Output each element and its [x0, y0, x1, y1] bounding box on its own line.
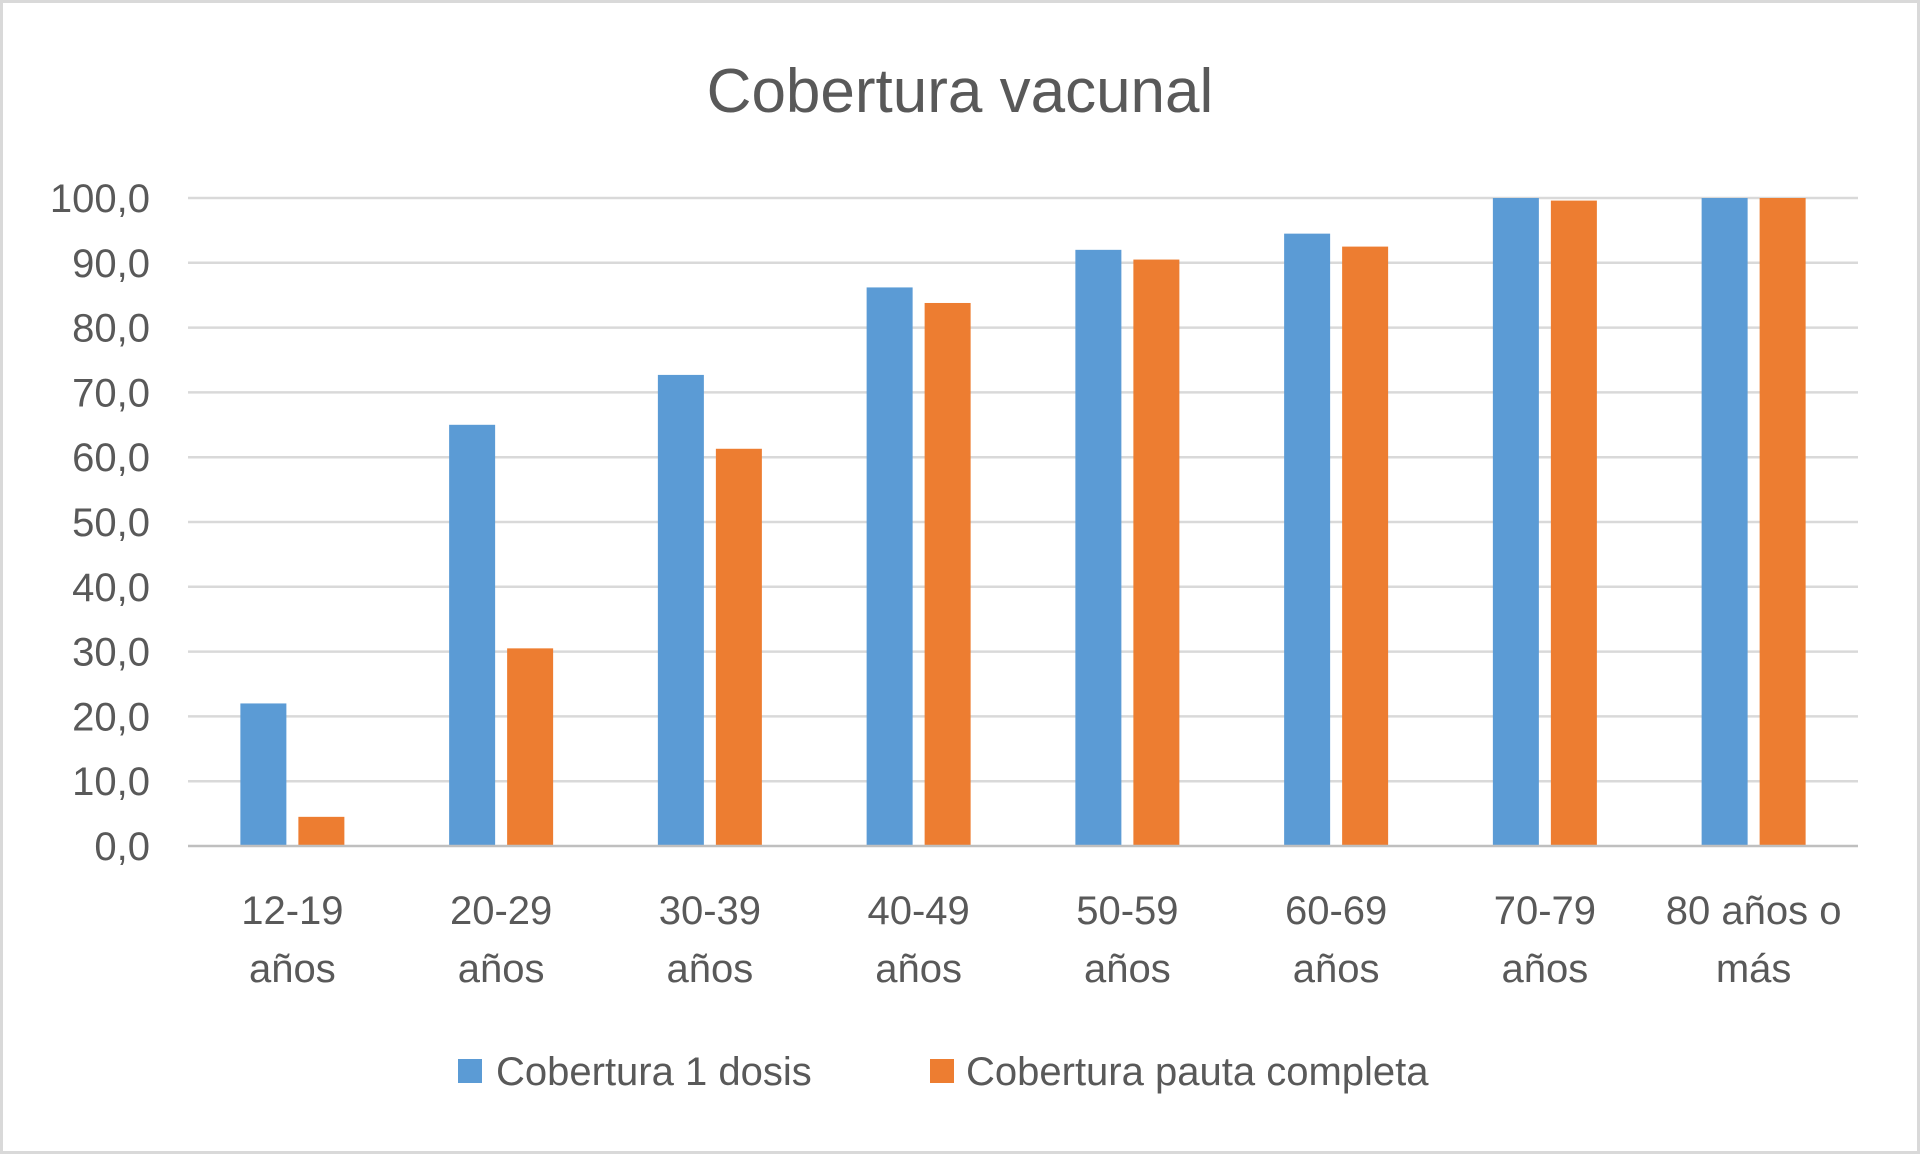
bar-full-schedule: [715, 448, 762, 846]
bar-first-dose: [1284, 233, 1331, 846]
bar-first-dose: [1701, 198, 1748, 846]
x-category-label: 20-29: [450, 889, 552, 933]
x-category-label: años: [458, 947, 545, 991]
x-category-label: años: [1502, 947, 1589, 991]
bar-full-schedule: [1550, 200, 1597, 847]
bar-first-dose: [449, 424, 496, 846]
bar-first-dose: [1492, 198, 1539, 846]
y-tick-label: 80,0: [72, 307, 150, 351]
y-tick-label: 90,0: [72, 242, 150, 286]
legend-label: Cobertura 1 dosis: [496, 1050, 812, 1094]
x-category-label: años: [875, 947, 962, 991]
legend-swatch: [458, 1059, 482, 1083]
legend: Cobertura 1 dosis Cobertura pauta complet…: [458, 1050, 1429, 1094]
x-category-label: años: [1293, 947, 1380, 991]
y-tick-label: 20,0: [72, 695, 150, 739]
bar-full-schedule: [507, 648, 554, 846]
x-category-label: 12-19: [241, 889, 343, 933]
legend-swatch: [930, 1059, 954, 1083]
bar-full-schedule: [1342, 246, 1389, 847]
legend-label: Cobertura pauta completa: [966, 1050, 1429, 1094]
bar-first-dose: [657, 374, 704, 846]
bar-first-dose: [866, 287, 913, 846]
bar-full-schedule: [1759, 198, 1806, 846]
x-category-label: 80 años o: [1666, 889, 1842, 933]
y-tick-label: 60,0: [72, 436, 150, 480]
bar-full-schedule: [1133, 259, 1180, 846]
y-tick-label: 70,0: [72, 371, 150, 415]
bar-first-dose: [1075, 249, 1122, 847]
x-category-label: más: [1716, 947, 1792, 991]
y-tick-label: 10,0: [72, 760, 150, 804]
y-tick-label: 50,0: [72, 501, 150, 545]
y-tick-label: 40,0: [72, 566, 150, 610]
y-axis-ticks: 0,0 10,0 20,0 30,0 40,0 50,0 60,0 70,0 80,0 90,0 1…: [50, 177, 150, 869]
y-tick-label: 0,0: [94, 825, 150, 869]
bar-first-dose: [240, 703, 287, 846]
bar-full-schedule: [924, 302, 971, 846]
gridlines: [188, 196, 1858, 783]
x-category-label: 30-39: [659, 889, 761, 933]
y-tick-label: 30,0: [72, 631, 150, 675]
x-category-label: años: [1084, 947, 1171, 991]
x-category-label: 40-49: [867, 889, 969, 933]
x-category-label: 70-79: [1494, 889, 1596, 933]
chart-title: Cobertura vacunal: [707, 57, 1214, 126]
bar-full-schedule: [298, 816, 345, 846]
x-axis-categories: 12-19 años 20-29 años 30-39 años 40-49 años 50-5…: [241, 889, 1841, 991]
x-category-label: años: [249, 947, 336, 991]
bars: [240, 198, 1806, 847]
x-category-label: años: [667, 947, 754, 991]
x-category-label: 50-59: [1076, 889, 1178, 933]
x-category-label: 60-69: [1285, 889, 1387, 933]
y-tick-label: 100,0: [50, 177, 150, 221]
